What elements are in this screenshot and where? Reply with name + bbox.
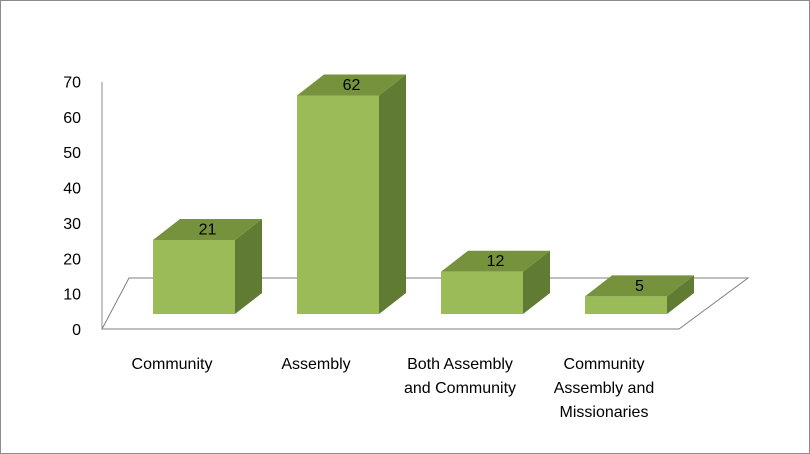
y-tick-label: 50 — [63, 145, 81, 162]
y-tick-label: 0 — [72, 322, 81, 339]
category-label: Community Assembly and Missionaries — [554, 356, 655, 421]
data-labels: 21 62 12 5 — [199, 77, 644, 295]
chart-floor — [101, 277, 750, 330]
y-tick-label: 60 — [63, 110, 81, 127]
bar-front — [153, 239, 235, 314]
floor-plane — [101, 277, 750, 330]
bar-top — [153, 218, 262, 240]
category-label: Assembly — [281, 356, 350, 373]
bar-side — [379, 74, 406, 315]
category-label: Community — [132, 356, 213, 373]
category-label-line: Assembly and — [554, 380, 655, 397]
bar — [585, 275, 694, 314]
bar-front — [297, 95, 379, 315]
y-tick-label: 30 — [63, 216, 81, 233]
category-labels: Community Assembly Both Assembly and Commun… — [132, 356, 655, 421]
bar-side — [667, 275, 694, 314]
y-axis: 0 10 20 30 40 50 60 70 — [63, 74, 103, 339]
bars — [153, 74, 694, 315]
category-label-line: and Community — [404, 380, 516, 397]
y-tick-label: 10 — [63, 287, 81, 304]
data-label: 5 — [635, 278, 644, 295]
category-label-line: Community — [132, 356, 213, 373]
bar — [153, 218, 262, 314]
category-label-line: Both Assembly — [407, 356, 513, 373]
bar-side — [235, 218, 262, 314]
bar-top — [441, 250, 550, 272]
bar-front — [585, 296, 667, 314]
bar-front — [441, 271, 523, 314]
data-label: 12 — [487, 253, 505, 270]
bar-side — [523, 250, 550, 314]
category-label-line: Missionaries — [560, 404, 649, 421]
data-label: 62 — [343, 77, 361, 94]
y-tick-label: 40 — [63, 181, 81, 198]
bar-top — [585, 275, 694, 297]
category-label: Both Assembly and Community — [404, 356, 516, 397]
category-label-line: Community — [564, 356, 645, 373]
bar-top — [297, 74, 406, 96]
bar — [441, 250, 550, 314]
y-tick-label: 20 — [63, 251, 81, 268]
category-label-line: Assembly — [281, 356, 350, 373]
data-label: 21 — [199, 221, 217, 238]
bar — [297, 74, 406, 315]
y-tick-label: 70 — [63, 74, 81, 91]
